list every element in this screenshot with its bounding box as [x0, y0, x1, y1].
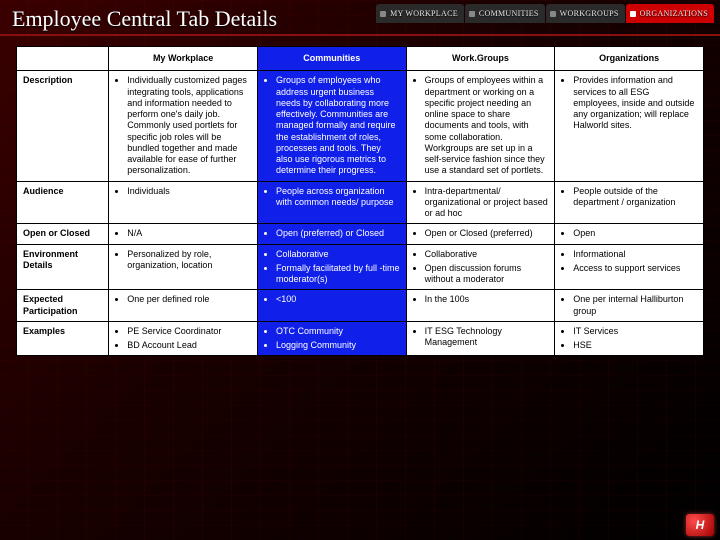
- row-header: Open or Closed: [17, 224, 109, 244]
- cell-bullet: Individually customized pages integratin…: [127, 75, 251, 176]
- table-cell: Informational Access to support services: [555, 244, 704, 290]
- cell-bullet: One per defined role: [127, 294, 251, 305]
- cell-bullet: <100: [276, 294, 400, 305]
- table-cell: Open or Closed (preferred): [406, 224, 555, 244]
- cell-bullet: Open (preferred) or Closed: [276, 228, 400, 239]
- tab-workgroups[interactable]: WORKGROUPS: [546, 4, 625, 23]
- cell-bullet: Collaborative: [425, 249, 549, 260]
- table-row: Open or Closed N/A Open (preferred) or Clo…: [17, 224, 704, 244]
- cell-bullet: IT ESG Technology Management: [425, 326, 549, 349]
- table-row: Environment Details Personalized by role,…: [17, 244, 704, 290]
- cell-bullet: Open or Closed (preferred): [425, 228, 549, 239]
- col-header: Work.Groups: [406, 47, 555, 71]
- table-cell: Groups of employees who address urgent b…: [257, 71, 406, 181]
- table-cell: People outside of the department / organ…: [555, 181, 704, 224]
- cell-bullet: Groups of employees who address urgent b…: [276, 75, 400, 176]
- detail-table: My WorkplaceCommunitiesWork.GroupsOrgani…: [16, 46, 704, 356]
- col-header-rowlabel: [17, 47, 109, 71]
- col-header: Communities: [257, 47, 406, 71]
- cell-bullet: BD Account Lead: [127, 340, 251, 351]
- table-cell: Collaborative Formally facilitated by ful…: [257, 244, 406, 290]
- table-cell: PE Service Coordinator BD Account Lead: [109, 321, 258, 356]
- cell-bullet: One per internal Halliburton group: [573, 294, 697, 317]
- table-cell: OTC Community Logging Community: [257, 321, 406, 356]
- cell-bullet: Informational: [573, 249, 697, 260]
- cell-bullet: People across organization with common n…: [276, 186, 400, 209]
- cell-bullet: Logging Community: [276, 340, 400, 351]
- row-header: Expected Participation: [17, 290, 109, 322]
- table-cell: Personalized by role, organization, loca…: [109, 244, 258, 290]
- col-header: Organizations: [555, 47, 704, 71]
- content-sheet: My WorkplaceCommunitiesWork.GroupsOrgani…: [16, 46, 704, 356]
- row-header: Environment Details: [17, 244, 109, 290]
- table-row: Examples PE Service Coordinator BD Account…: [17, 321, 704, 356]
- cell-bullet: HSE: [573, 340, 697, 351]
- table-cell: Intra-departmental/ organizational or pr…: [406, 181, 555, 224]
- table-cell: N/A: [109, 224, 258, 244]
- table-cell: IT Services HSE: [555, 321, 704, 356]
- cell-bullet: Access to support services: [573, 263, 697, 274]
- page-title: Employee Central Tab Details MY WORKPLAC…: [0, 0, 720, 36]
- col-header: My Workplace: [109, 47, 258, 71]
- cell-bullet: OTC Community: [276, 326, 400, 337]
- row-header: Audience: [17, 181, 109, 224]
- table-cell: Groups of employees within a department …: [406, 71, 555, 181]
- cell-bullet: PE Service Coordinator: [127, 326, 251, 337]
- brand-logo: H: [686, 514, 714, 536]
- cell-bullet: Intra-departmental/ organizational or pr…: [425, 186, 549, 220]
- table-cell: One per internal Halliburton group: [555, 290, 704, 322]
- cell-bullet: Individuals: [127, 186, 251, 197]
- table-cell: Open: [555, 224, 704, 244]
- cell-bullet: Personalized by role, organization, loca…: [127, 249, 251, 272]
- table-cell: In the 100s: [406, 290, 555, 322]
- table-cell: <100: [257, 290, 406, 322]
- table-cell: IT ESG Technology Management: [406, 321, 555, 356]
- row-header: Description: [17, 71, 109, 181]
- table-cell: Provides information and services to all…: [555, 71, 704, 181]
- row-header: Examples: [17, 321, 109, 356]
- cell-bullet: Open discussion forums without a moderat…: [425, 263, 549, 286]
- table-cell: Individually customized pages integratin…: [109, 71, 258, 181]
- table-row: Audience Individuals People across organiz…: [17, 181, 704, 224]
- cell-bullet: People outside of the department / organ…: [573, 186, 697, 209]
- table-cell: Individuals: [109, 181, 258, 224]
- table-cell: Open (preferred) or Closed: [257, 224, 406, 244]
- cell-bullet: Provides information and services to all…: [573, 75, 697, 131]
- cell-bullet: Collaborative: [276, 249, 400, 260]
- table-row: DescriptionIndividually customized pages…: [17, 71, 704, 181]
- cell-bullet: N/A: [127, 228, 251, 239]
- table-row: Expected Participation One per defined ro…: [17, 290, 704, 322]
- tab-organizations[interactable]: ORGANIZATIONS: [626, 4, 714, 23]
- cell-bullet: Open: [573, 228, 697, 239]
- tab-communities[interactable]: COMMUNITIES: [465, 4, 545, 23]
- table-cell: One per defined role: [109, 290, 258, 322]
- cell-bullet: Formally facilitated by full -time moder…: [276, 263, 400, 286]
- tabstrip: MY WORKPLACE COMMUNITIES WORKGROUPS ORGA…: [376, 4, 714, 23]
- cell-bullet: IT Services: [573, 326, 697, 337]
- tab-my-workplace[interactable]: MY WORKPLACE: [376, 4, 464, 23]
- table-cell: Collaborative Open discussion forums with…: [406, 244, 555, 290]
- cell-bullet: Groups of employees within a department …: [425, 75, 549, 176]
- table-cell: People across organization with common n…: [257, 181, 406, 224]
- cell-bullet: In the 100s: [425, 294, 549, 305]
- title-text: Employee Central Tab Details: [12, 6, 277, 31]
